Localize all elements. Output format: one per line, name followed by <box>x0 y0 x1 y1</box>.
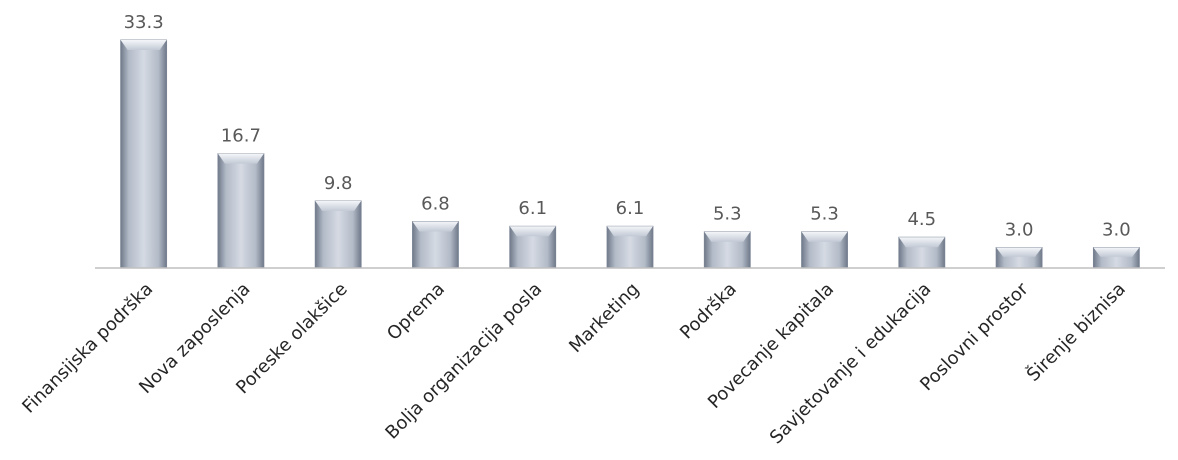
data-label: 3.0 <box>1005 219 1034 240</box>
data-label: 6.8 <box>421 193 450 214</box>
bar <box>801 231 848 269</box>
data-label: 4.5 <box>907 209 936 230</box>
bar-top-bevel <box>898 237 945 248</box>
bar-top-bevel <box>704 231 751 242</box>
category-tick-label: Podrška <box>676 279 741 344</box>
bar-top-bevel <box>996 247 1043 257</box>
data-label: 33.3 <box>124 12 164 33</box>
data-label: 6.1 <box>616 198 645 219</box>
bar-top-bevel <box>217 153 264 164</box>
bar <box>995 247 1043 269</box>
bar-face <box>217 153 265 269</box>
category-tick-label: Savjetovanje i edukacija <box>766 279 936 449</box>
bar-face <box>314 200 362 269</box>
data-label: 16.7 <box>221 126 261 147</box>
bar-top-bevel <box>412 221 459 232</box>
category-tick-label: Finansijska podrška <box>18 279 157 418</box>
data-label: 9.8 <box>324 173 353 194</box>
bar <box>412 221 459 269</box>
category-tick-label: Bolja organizacija posla <box>381 279 546 444</box>
category-tick-label: Širenje biznisa <box>1022 278 1130 386</box>
bar <box>606 225 654 269</box>
data-label: 3.0 <box>1102 219 1131 240</box>
value-labels-group: 33.3 16.7 9.8 6.8 6.1 6.1 5.3 5.3 4.5 3.0 3.0 <box>124 12 1131 240</box>
bar-top-bevel <box>120 40 167 50</box>
bar <box>120 39 168 269</box>
bar <box>217 153 265 269</box>
bar <box>509 225 557 269</box>
bar <box>703 231 751 269</box>
bars-group <box>120 39 1140 269</box>
bar-top-bevel <box>315 200 362 211</box>
bar-top-bevel <box>607 226 653 237</box>
category-tick-label: Marketing <box>565 279 643 357</box>
bar <box>1092 247 1140 269</box>
data-label: 6.1 <box>518 198 547 219</box>
data-label: 5.3 <box>713 204 742 225</box>
bar <box>898 236 946 269</box>
bar-top-bevel <box>1093 247 1140 257</box>
category-tick-label: Poslovni prostor <box>916 278 1033 395</box>
bar <box>314 200 362 269</box>
data-label: 5.3 <box>810 204 839 225</box>
bar-face <box>120 39 168 269</box>
bar-top-bevel <box>509 226 556 237</box>
category-tick-label: Oprema <box>383 279 449 345</box>
bar-top-bevel <box>801 231 848 242</box>
